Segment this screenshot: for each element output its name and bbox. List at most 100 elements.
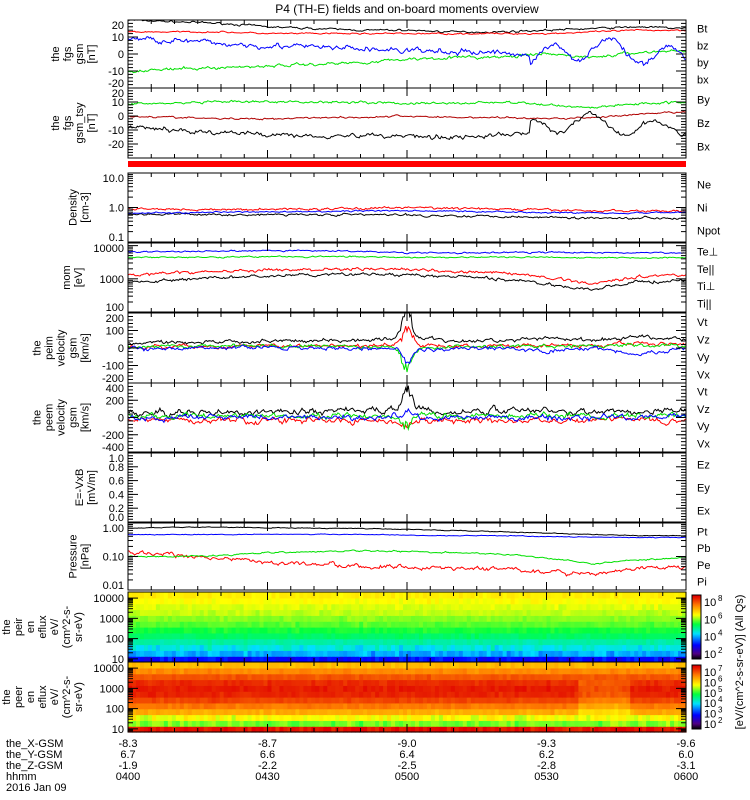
spectrogram-cell <box>518 603 524 611</box>
spectrogram-cell <box>646 597 651 605</box>
spectrogram-cell <box>223 650 229 657</box>
x-tick-x: -8.7 <box>258 738 277 750</box>
spectrogram-cell <box>530 726 536 733</box>
spectrogram-cell <box>578 720 583 727</box>
spectrogram-cell <box>311 702 316 710</box>
spectrogram-cell <box>399 720 404 727</box>
spectrogram-cell <box>470 697 476 704</box>
spectrogram-cell <box>291 603 296 611</box>
colorbar-tick-exponent: 7 <box>718 664 723 673</box>
spectrogram-cell <box>602 656 607 663</box>
spectrogram-cell <box>478 644 484 651</box>
spectrogram-cell <box>422 679 428 686</box>
spectrogram-cell <box>606 726 611 733</box>
spectrogram-cell <box>514 621 520 628</box>
legend-Ne: Ne <box>697 180 711 192</box>
spectrogram-cell <box>351 592 356 599</box>
spectrogram-cell <box>438 667 444 675</box>
spectrogram-cell <box>359 691 364 698</box>
spectrogram-cell <box>299 673 304 681</box>
spectrogram-cell <box>271 673 277 681</box>
spectrogram-cell <box>626 720 631 727</box>
colorbar-cell <box>692 599 701 601</box>
spectrogram-cell <box>163 720 169 727</box>
spectrogram-cell <box>678 662 683 669</box>
spectrogram-cell <box>159 644 165 651</box>
spectrogram-cell <box>494 627 500 634</box>
colorbar-cell <box>692 708 701 711</box>
spectrogram-cell <box>626 685 631 692</box>
spectrogram-cell <box>454 673 460 681</box>
spectrogram-cell <box>634 726 639 733</box>
spectrogram-cell <box>135 702 141 710</box>
spectrogram-cell <box>387 726 392 733</box>
spectrogram-cell <box>311 673 316 681</box>
spectrogram-cell <box>506 679 512 686</box>
spectrogram-cell <box>247 702 253 710</box>
spectrogram-cell <box>658 691 663 698</box>
spectrogram-cell <box>351 609 356 616</box>
spectrogram-cell <box>650 615 655 622</box>
spectrogram-cell <box>131 679 137 686</box>
spectrogram-cell <box>630 667 635 675</box>
spectrogram-cell <box>522 679 528 686</box>
spectrogram-cell <box>315 714 320 721</box>
spectrogram-cell <box>578 621 583 628</box>
spectrogram-cell <box>546 621 552 628</box>
spectrogram-cell <box>642 697 647 704</box>
spectrogram-cell <box>299 650 304 657</box>
spectrogram-cell <box>430 679 436 686</box>
spectrogram-cell <box>227 615 233 622</box>
spectrogram-cell <box>654 673 659 681</box>
spectrogram-cell <box>502 615 508 622</box>
spectrogram-cell <box>311 609 316 616</box>
spectrogram-cell <box>630 627 635 634</box>
series-group <box>128 526 686 577</box>
spectrogram-cell <box>351 615 356 622</box>
spectrogram-cell <box>614 650 619 657</box>
spectrogram-cell <box>295 603 300 611</box>
colorbar-cell <box>692 613 701 615</box>
spectrogram-cell <box>598 673 603 681</box>
spectrogram-cell <box>231 627 237 634</box>
spectrogram-cell <box>307 720 312 727</box>
spectrogram-cell <box>426 621 432 628</box>
spectrogram-cell <box>359 597 364 605</box>
spectrogram-cell <box>167 662 173 669</box>
spectrogram-cell <box>403 621 408 628</box>
spectrogram-cell <box>530 632 536 640</box>
spectrogram-cell <box>606 597 611 605</box>
spectrogram-cell <box>207 609 213 616</box>
spectrogram-cell <box>622 673 627 681</box>
spectrogram-cell <box>323 697 328 704</box>
spectrogram-cell <box>574 714 579 721</box>
spectrogram-cell <box>502 708 508 716</box>
colorbar-cell <box>692 629 701 631</box>
spectrogram-cell <box>470 667 476 675</box>
spectrogram-cell <box>327 691 332 698</box>
spectrogram-cell <box>458 638 464 646</box>
spectrogram-cell <box>486 708 492 716</box>
spectrogram-cell <box>195 650 201 657</box>
spectrogram-cell <box>570 673 575 681</box>
spectrogram-cell <box>638 644 643 651</box>
legend-Bt: Bt <box>697 24 707 36</box>
spectrogram-cell <box>287 656 293 663</box>
spectrogram-cell <box>347 662 352 669</box>
spectrogram-cell <box>558 685 564 692</box>
spectrogram-cell <box>363 603 368 611</box>
legend-Ey: Ey <box>697 483 710 495</box>
spectrogram-cell <box>319 656 324 663</box>
series-line-Te⊥ <box>128 267 686 285</box>
spectrogram-cell <box>514 638 520 646</box>
colorbar-cell <box>692 639 701 642</box>
spectrogram-cell <box>183 673 189 681</box>
spectrogram-cell <box>391 615 396 622</box>
spectrogram-cell <box>295 638 300 646</box>
spectrogram-cell <box>554 708 560 716</box>
spectrogram-cell <box>618 632 623 640</box>
spectrogram-cell <box>534 662 540 669</box>
spectrogram-cell <box>610 644 615 651</box>
spectrogram-cell <box>195 714 201 721</box>
spectrogram-cell <box>494 702 500 710</box>
